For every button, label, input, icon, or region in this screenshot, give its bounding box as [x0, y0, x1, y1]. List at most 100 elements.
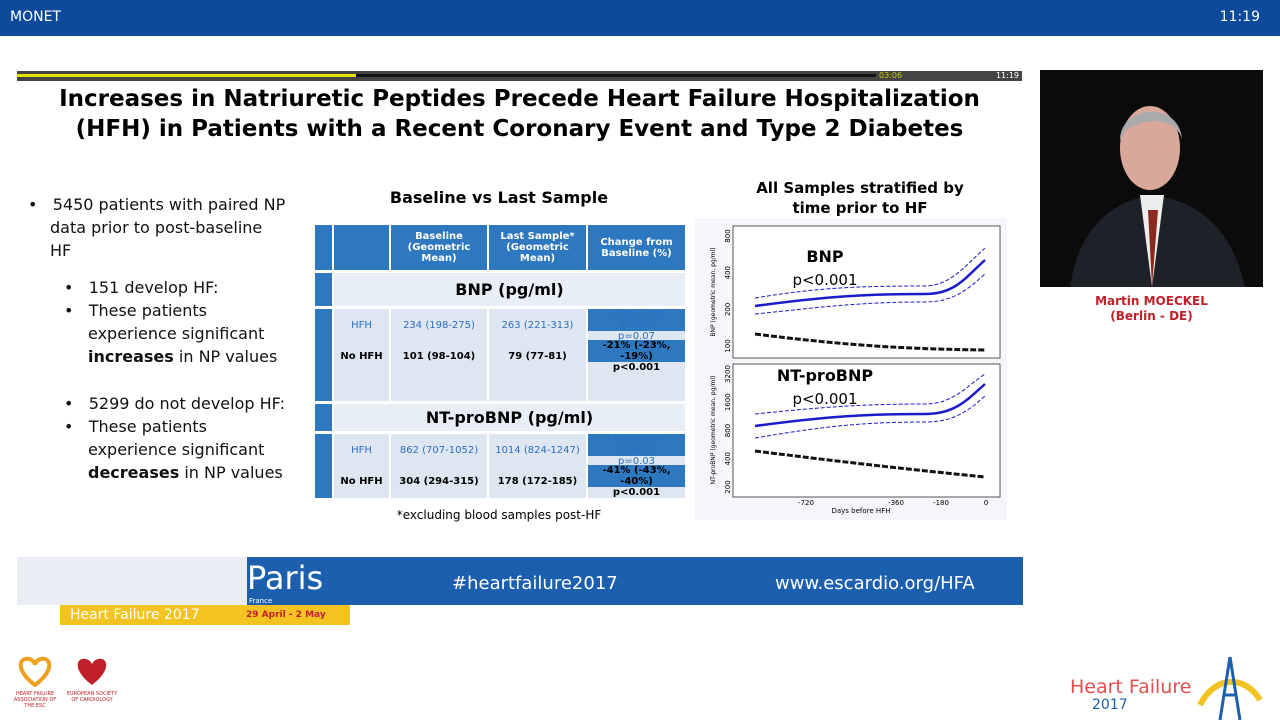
esc-logo: EUROPEAN SOCIETY OF CARDIOLOGY: [66, 655, 118, 703]
tick-label: 200: [724, 480, 732, 493]
footer-year: 2017: [1092, 697, 1128, 713]
table-caption: Baseline vs Last Sample: [389, 188, 609, 207]
cell: 862 (707-1052): [391, 434, 487, 467]
table-row: No HFH 304 (294-315) 178 (172-185) -41% (-4…: [315, 465, 685, 498]
bullet-text: 5450 patients with paired NP data prior …: [50, 195, 286, 260]
cell: [489, 373, 586, 401]
cell: +18% (+2%, +38%) p=0.03: [588, 434, 685, 467]
table-row: [315, 373, 685, 401]
progress-fill: [17, 74, 356, 77]
cell: [315, 404, 332, 431]
change: -41% (-43%, -40%): [588, 465, 685, 487]
cell: [315, 340, 332, 373]
cell: HFH: [334, 309, 389, 342]
col-header: Last Sample* (Geometric Mean): [489, 225, 586, 270]
banner-logo-bg: [17, 557, 247, 605]
p-value: p=0.03: [618, 456, 655, 467]
banner-city: Paris: [247, 559, 324, 597]
cell: [315, 225, 332, 270]
tick-label: -180: [933, 499, 949, 507]
cell: 178 (172-185): [489, 465, 586, 498]
esc-heart: [77, 658, 107, 685]
section-row: NT-proBNP (pg/ml): [315, 404, 685, 431]
elapsed: 03:06: [879, 71, 903, 80]
progress-track: [356, 74, 876, 77]
footer-logo: [1197, 656, 1263, 720]
title-line: time prior to HF: [792, 199, 928, 217]
bullet-text: 151 develop HF:: [88, 278, 219, 297]
table-row: No HFH 101 (98-104) 79 (77-81) -21% (-23%, …: [315, 340, 685, 373]
banner-hashtag: #heartfailure2017: [452, 573, 618, 594]
banner-event: Heart Failure 2017: [70, 607, 200, 623]
bullet-text: These patients experience significant: [88, 301, 265, 343]
cell: 234 (198-275): [391, 309, 487, 342]
y-axis-label: BNP (geometric mean, pg/ml): [710, 247, 717, 336]
tick-label: 100: [724, 339, 732, 352]
clock: 11:19: [1219, 9, 1260, 25]
p-value: p<0.001: [612, 362, 661, 373]
tick-label: 3200: [724, 365, 732, 383]
cell: No HFH: [334, 465, 389, 498]
col-header: Change from Baseline (%): [588, 225, 685, 270]
panel-p: p<0.001: [792, 271, 857, 289]
banner: Paris France #heartfailure2017 www.escar…: [17, 557, 1023, 605]
charts: BNP p<0.001 NT-proBNP p<0.001 BNP (geome…: [695, 218, 1007, 520]
bullets: • 5450 patients with paired NP data prio…: [28, 193, 288, 484]
cell: 1014 (824-1247): [489, 434, 586, 467]
cell: [315, 434, 332, 467]
table-row: HFH 862 (707-1052) 1014 (824-1247) +18% (+2…: [315, 434, 685, 467]
cell: [315, 373, 332, 401]
cell: [315, 465, 332, 498]
bullet-emph: increases: [88, 347, 174, 366]
p-value: p=0.07: [618, 331, 655, 342]
cell: 79 (77-81): [489, 340, 586, 373]
tick-label: 800: [724, 229, 732, 242]
cell: +13% (-1%, +30%) p=0.07: [588, 309, 685, 342]
cell: No HFH: [334, 340, 389, 373]
title-line: Increases in Natriuretic Peptides Preced…: [59, 86, 980, 112]
table-header: Baseline (Geometric Mean) Last Sample* (…: [315, 225, 685, 270]
cell: [588, 373, 685, 401]
footer-brand: Heart Failure: [1070, 676, 1192, 698]
panel-p: p<0.001: [792, 390, 857, 408]
duration: 11:19: [995, 71, 1019, 80]
cell: 304 (294-315): [391, 465, 487, 498]
tick-label: -360: [888, 499, 904, 507]
bullet-text: in NP values: [178, 347, 278, 366]
banner-dates: 29 April - 2 May: [246, 610, 326, 620]
hf-curve: [754, 383, 986, 428]
ticks: -720 -360 -180 0 100 200 400 800 200 400 800 1600 32…: [724, 229, 988, 507]
footnote: *excluding blood samples post-HF: [396, 508, 602, 522]
section-row: BNP (pg/ml): [315, 273, 685, 306]
bullet-emph: decreases: [88, 463, 180, 482]
cell: -21% (-23%, -19%) p<0.001: [588, 340, 685, 373]
panel-frame: [732, 225, 1001, 359]
nohf-curve: [754, 332, 986, 352]
bullet: • These patients experience significant …: [64, 417, 283, 482]
section-name: BNP (pg/ml): [334, 273, 685, 306]
tick-label: 0: [984, 499, 988, 507]
cell: -41% (-43%, -40%) p<0.001: [588, 465, 685, 498]
cell: [315, 309, 332, 342]
cell: HFH: [334, 434, 389, 467]
bullet-text: 5299 do not develop HF:: [88, 394, 285, 413]
bullet: • 5299 do not develop HF:: [64, 394, 285, 413]
y-axis-label: NT-proBNP (geometric mean, pg/ml): [710, 376, 717, 485]
slide-title: Increases in Natriuretic Peptides Preced…: [17, 84, 1022, 144]
tick-label: -720: [798, 499, 814, 507]
bullet: • 151 develop HF:: [64, 278, 219, 297]
hf-curve: [754, 259, 986, 308]
change: -21% (-23%, -19%): [588, 340, 685, 362]
cell: 263 (221-313): [489, 309, 586, 342]
col-header: Baseline (Geometric Mean): [391, 225, 487, 270]
banner-url: www.escardio.org/HFA: [775, 573, 975, 594]
cell: [334, 373, 389, 401]
hfa-heart: [18, 656, 52, 688]
banner-strip: Heart Failure 2017 29 April - 2 May: [60, 605, 350, 625]
top-bar: MONET 11:19: [0, 0, 1280, 36]
hfa-logo: HEART FAILURE ASSOCIATION OF THE ESC: [10, 655, 60, 709]
charts-title: All Samples stratified by time prior to …: [700, 178, 1020, 218]
banner-country: France: [249, 597, 273, 605]
section-name: NT-proBNP (pg/ml): [334, 404, 685, 431]
progress-bar[interactable]: 03:06 11:19: [17, 71, 1022, 81]
